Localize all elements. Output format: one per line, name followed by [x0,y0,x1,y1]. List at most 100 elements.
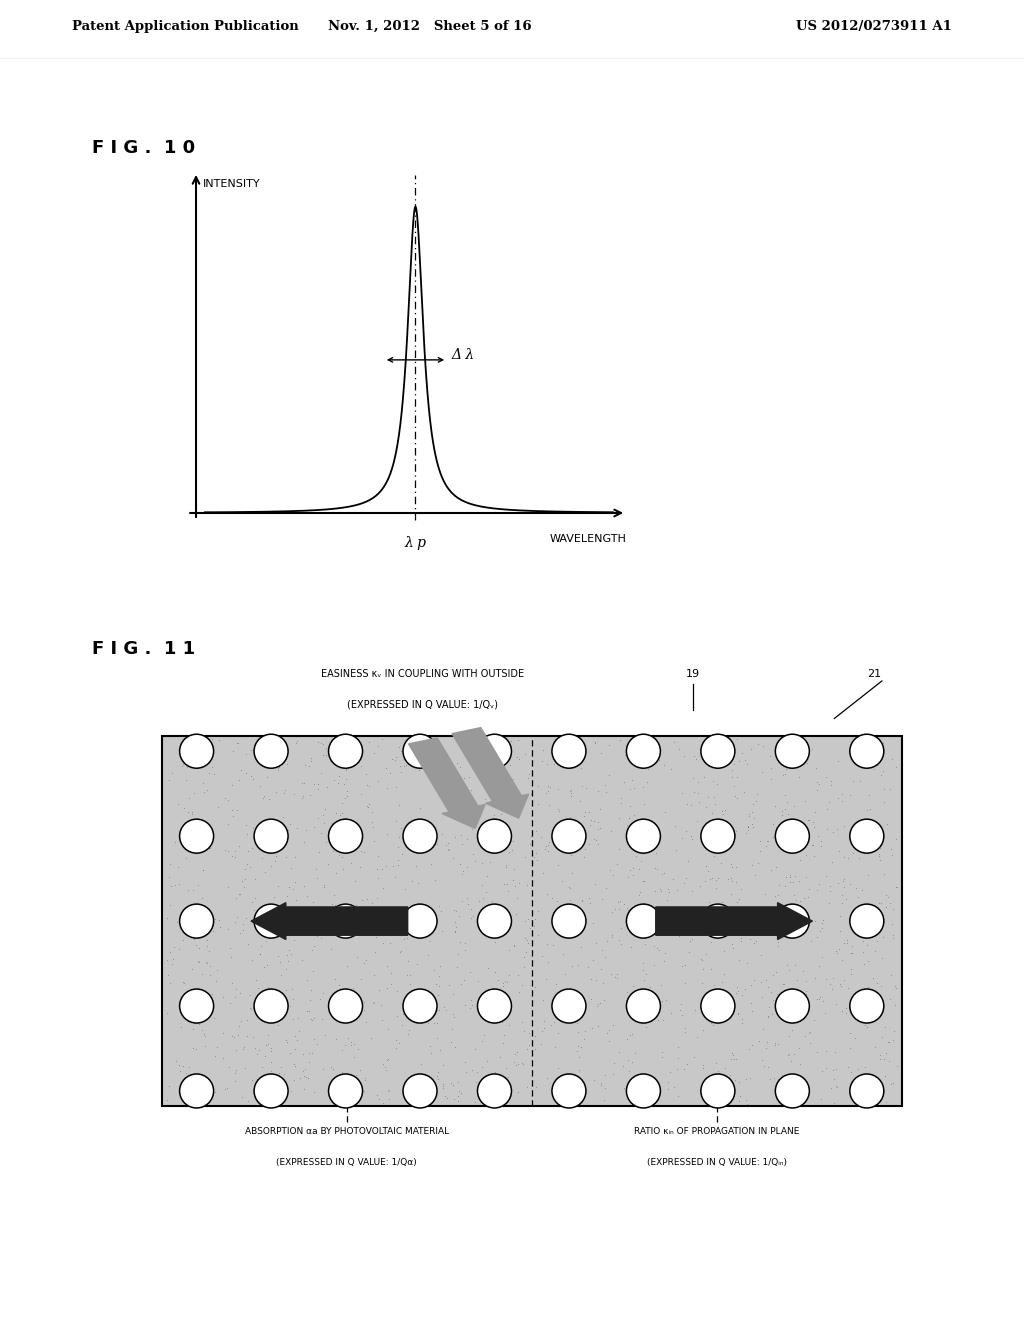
Point [434,921,451,942]
Point [427,869,443,890]
Point [356,952,373,973]
Point [626,865,642,886]
Point [433,900,450,921]
Point [370,735,386,756]
Point [645,727,662,748]
Point [250,1077,266,1098]
Point [573,1080,590,1101]
Point [618,898,635,919]
Point [286,784,302,805]
Point [652,974,669,995]
Point [540,952,556,973]
Point [852,771,868,792]
Point [509,746,525,767]
Point [463,899,479,920]
Point [289,818,305,840]
Point [887,995,903,1016]
Point [584,1016,600,1038]
Point [454,891,470,912]
Point [791,817,807,838]
Point [473,751,489,772]
Point [201,940,217,961]
Point [316,813,333,834]
Point [226,912,243,933]
Point [562,890,579,911]
Point [487,1061,504,1082]
Point [708,754,724,775]
Point [309,925,326,946]
Point [611,899,628,920]
Point [731,888,748,909]
Point [457,932,473,953]
Point [717,800,733,821]
Point [510,796,526,817]
Point [740,817,757,838]
Point [429,1065,445,1086]
Point [188,1011,205,1032]
Point [876,1048,892,1069]
Point [275,1064,292,1085]
Point [622,859,638,880]
Point [730,1003,746,1024]
Point [278,958,294,979]
Point [758,969,774,990]
Point [435,1055,452,1076]
Point [259,904,275,925]
Point [219,789,236,810]
Point [574,890,591,911]
Point [535,1020,551,1041]
Point [269,1010,286,1031]
Point [517,743,534,764]
Point [599,931,615,952]
Point [347,899,364,920]
Point [244,950,260,972]
Point [246,738,262,759]
Point [506,779,522,800]
Point [755,735,771,756]
Point [476,924,493,945]
Point [506,936,522,957]
Point [798,866,814,887]
Point [453,824,469,845]
Point [569,1035,586,1056]
Point [496,874,512,895]
Point [790,994,806,1015]
Point [624,1051,640,1072]
Point [197,1036,213,1057]
Point [705,869,721,890]
Point [382,763,398,784]
Point [740,804,757,825]
Point [304,940,321,961]
Point [647,825,664,846]
Point [733,927,750,948]
Point [479,866,496,887]
Point [863,1092,880,1113]
Point [585,949,601,970]
Point [442,1031,459,1052]
Point [366,991,382,1012]
Ellipse shape [700,734,735,768]
Point [535,739,551,760]
Point [779,791,796,812]
Point [295,1044,311,1065]
Point [172,1016,188,1038]
Point [426,960,442,981]
Point [655,950,672,972]
Point [505,830,521,851]
Ellipse shape [329,1074,362,1107]
Point [783,816,800,837]
Point [638,1016,654,1038]
Ellipse shape [179,734,214,768]
Point [867,900,884,921]
Point [399,950,416,972]
Point [528,842,545,863]
Point [507,903,523,924]
Point [414,986,430,1007]
Point [266,829,283,850]
Point [695,1057,712,1078]
Point [302,784,318,805]
Point [579,777,595,799]
Point [444,799,461,820]
Point [351,1002,368,1023]
Point [813,830,829,851]
